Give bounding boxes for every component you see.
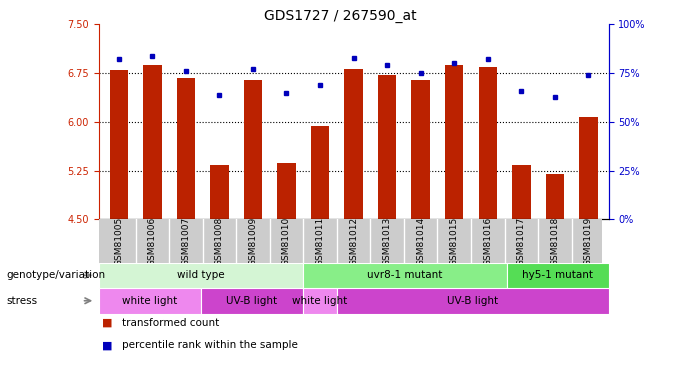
- Text: GDS1727 / 267590_at: GDS1727 / 267590_at: [264, 9, 416, 23]
- Bar: [201, 288, 303, 314]
- Text: GSM81010: GSM81010: [282, 216, 291, 266]
- Bar: [303, 262, 507, 288]
- Text: wild type: wild type: [177, 270, 224, 280]
- Text: GSM81008: GSM81008: [215, 216, 224, 266]
- Text: white light: white light: [122, 296, 177, 306]
- Text: ■: ■: [102, 340, 112, 350]
- Bar: [507, 262, 609, 288]
- Bar: [143, 64, 162, 219]
- Text: GSM81009: GSM81009: [248, 216, 258, 266]
- Bar: [579, 117, 598, 219]
- Text: GSM81017: GSM81017: [517, 216, 526, 266]
- Bar: [109, 70, 128, 219]
- Text: UV-B light: UV-B light: [447, 296, 498, 306]
- Bar: [311, 126, 329, 219]
- Bar: [99, 288, 201, 314]
- Text: GSM81012: GSM81012: [349, 216, 358, 266]
- Text: GSM81014: GSM81014: [416, 216, 425, 266]
- Bar: [479, 67, 497, 219]
- Text: GSM81018: GSM81018: [550, 216, 560, 266]
- Text: uvr8-1 mutant: uvr8-1 mutant: [367, 270, 442, 280]
- Text: transformed count: transformed count: [122, 318, 220, 328]
- Bar: [277, 164, 296, 219]
- Bar: [344, 69, 363, 219]
- Text: hy5-1 mutant: hy5-1 mutant: [522, 270, 593, 280]
- Bar: [512, 165, 530, 219]
- Text: GSM81005: GSM81005: [114, 216, 123, 266]
- Bar: [243, 80, 262, 219]
- Text: percentile rank within the sample: percentile rank within the sample: [122, 340, 299, 350]
- Bar: [445, 65, 464, 219]
- Bar: [177, 78, 195, 219]
- Text: genotype/variation: genotype/variation: [7, 270, 106, 280]
- Text: UV-B light: UV-B light: [226, 296, 277, 306]
- Text: GSM81015: GSM81015: [449, 216, 459, 266]
- Text: white light: white light: [292, 296, 347, 306]
- Text: GSM81013: GSM81013: [383, 216, 392, 266]
- Bar: [545, 174, 564, 219]
- Text: GSM81006: GSM81006: [148, 216, 157, 266]
- Text: GSM81019: GSM81019: [584, 216, 593, 266]
- Bar: [210, 165, 228, 219]
- Bar: [99, 262, 303, 288]
- Bar: [337, 288, 609, 314]
- Text: GSM81007: GSM81007: [182, 216, 190, 266]
- Bar: [303, 288, 337, 314]
- Text: ■: ■: [102, 318, 112, 328]
- Text: GSM81016: GSM81016: [483, 216, 492, 266]
- Bar: [411, 80, 430, 219]
- Text: stress: stress: [7, 296, 38, 306]
- Bar: [378, 75, 396, 219]
- Text: GSM81011: GSM81011: [316, 216, 324, 266]
